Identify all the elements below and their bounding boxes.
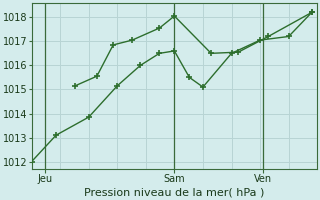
X-axis label: Pression niveau de la mer( hPa ): Pression niveau de la mer( hPa )	[84, 187, 265, 197]
